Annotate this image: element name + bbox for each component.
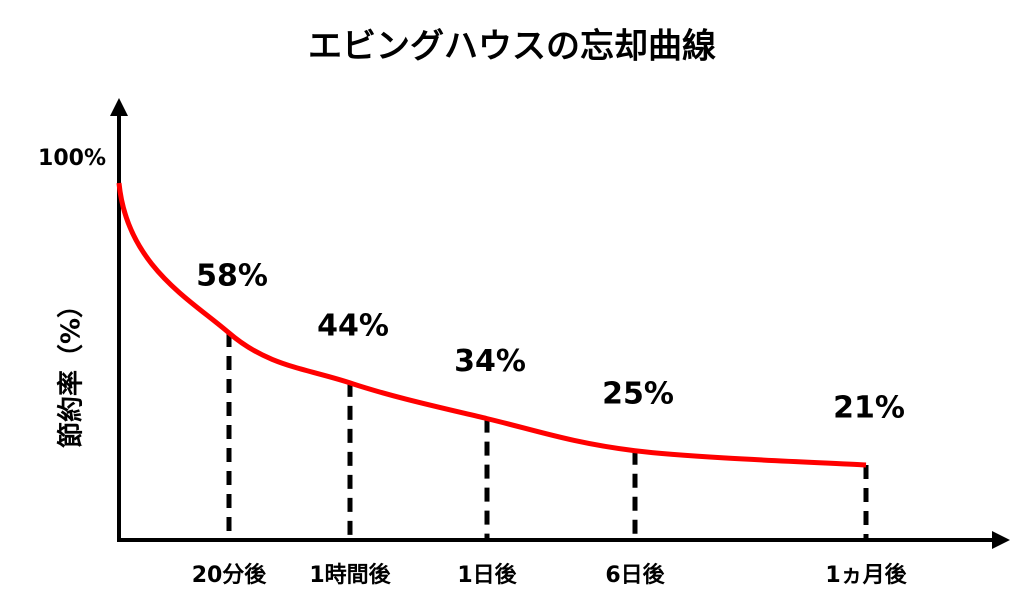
value-label: 44% <box>317 308 389 343</box>
y-axis-label: 節約率（%） <box>56 292 87 448</box>
chart-title: エビングハウスの忘却曲線 <box>308 27 716 67</box>
x-axis-arrow <box>992 531 1010 549</box>
x-tick-label: 20分後 <box>192 562 268 588</box>
x-tick-label: 1日後 <box>457 562 517 588</box>
value-label: 58% <box>196 258 268 293</box>
x-tick-label: 6日後 <box>605 562 665 588</box>
x-tick-label: 1時間後 <box>309 562 391 588</box>
forgetting-curve <box>116 182 867 468</box>
value-label: 34% <box>454 344 526 379</box>
value-label: 25% <box>602 376 674 411</box>
value-label: 21% <box>833 391 905 426</box>
x-tick-label: 1ヵ月後 <box>825 562 907 588</box>
y-axis-arrow <box>110 98 128 116</box>
y-tick-label: 100% <box>38 146 106 171</box>
